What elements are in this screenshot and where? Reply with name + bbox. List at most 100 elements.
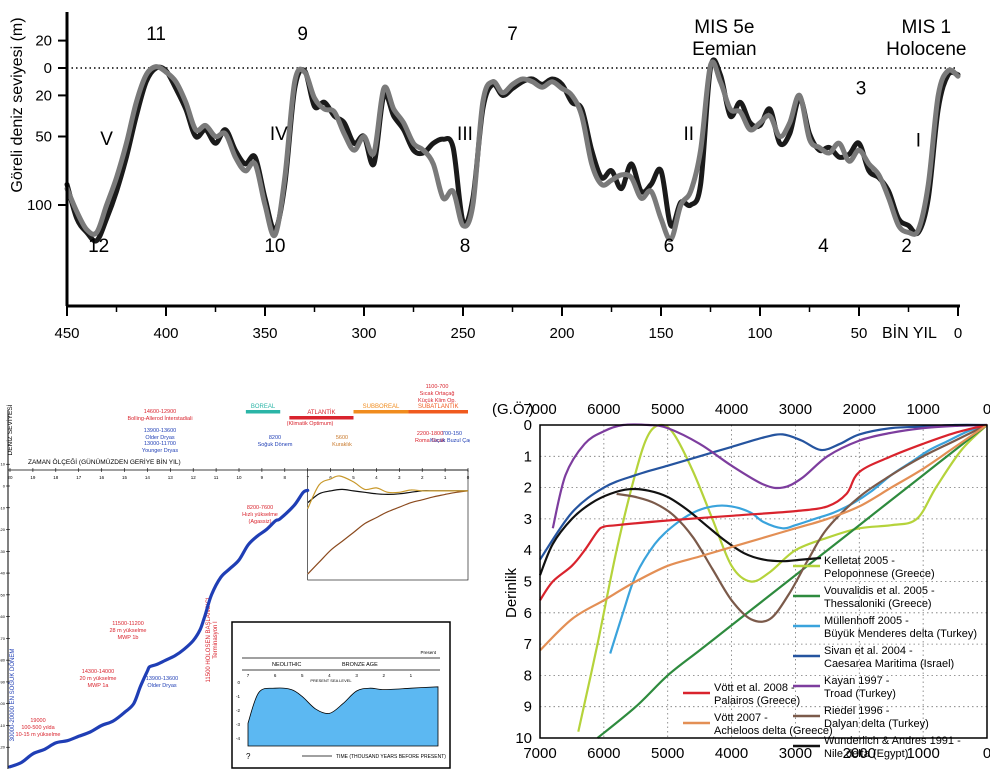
stage-label: 6: [664, 236, 675, 257]
top-x-tick-label: 250: [450, 325, 475, 342]
inset-time-label: TIME (THOUSAND YEARS BEFORE PRESENT): [336, 754, 446, 760]
br-legend-label: Nile delta (Egypt): [824, 748, 908, 760]
br-y-tick-label: 6: [524, 605, 532, 622]
bl-y-axis-label: DENİZ SEVİYESİ: [5, 404, 14, 455]
bl-detail-panel: [307, 469, 469, 581]
annotation-line: 28 m yükselme: [110, 628, 147, 634]
annotation-line: 14300-14000: [82, 669, 114, 675]
annotation-line: 13900-13600: [146, 676, 178, 682]
br-legend-label: Acheloos delta (Greece): [714, 725, 833, 737]
bl-y-tick-label: -20: [0, 527, 6, 532]
br-series-3: [609, 423, 988, 654]
annotation-line: 700-150: [442, 431, 462, 437]
stage-label: V: [100, 129, 113, 150]
br-series-6: [616, 424, 988, 623]
holocene-sea-level-chart: 20191817161514131211109876543210100-10-2…: [0, 384, 470, 769]
br-top-x-tick-label: 1000: [906, 401, 939, 418]
br-series-5: [551, 423, 988, 529]
annotation-line: 13900-13600: [144, 428, 176, 434]
bl-x-tick-label: 12: [191, 475, 197, 480]
annotation-line: Bolling-Allerod İnterstadiali: [127, 415, 192, 422]
bl-x-tick-label: 14: [145, 475, 151, 480]
bl-y-tick-label: -100: [0, 701, 6, 706]
annotation-line: MWP 1b: [118, 635, 139, 641]
stage-label: 8: [460, 236, 471, 257]
mediterranean-depth-chart: 7000700060006000500050004000400030003000…: [492, 400, 990, 762]
stage-label: II: [683, 124, 694, 145]
annotation-holocene-start: 11500 HOLOSEN BAŞLANGICI Terminasyon I: [206, 597, 219, 682]
bl-x-tick-label: 2: [421, 475, 424, 480]
period-bar-label: SUBBOREAL: [363, 404, 400, 410]
br-legend-label: Kayan 1997 -: [824, 675, 890, 687]
br-top-x-tick-label: 5000: [651, 401, 684, 418]
br-legend-label: Büyük Menderes delta (Turkey): [824, 628, 977, 640]
bl-x-tick-label: 18: [53, 475, 59, 480]
period-bar: [245, 410, 281, 414]
br-y-tick-label: 9: [524, 699, 532, 716]
annotation-line: 11500-11200: [112, 621, 144, 627]
br-legend-label: Dalyan delta (Turkey): [824, 718, 929, 730]
top-x-tick-label: 350: [252, 325, 277, 342]
annotation-line: 20 m yükselme: [80, 676, 117, 682]
br-y-tick-label: 10: [515, 730, 532, 747]
br-y-tick-label: 5: [524, 574, 532, 591]
stage-label: IV: [270, 124, 288, 145]
annotation-line: Sıcak Ortaçağ: [420, 391, 455, 397]
inset-present-level-label: PRESENT SEA LEVEL: [310, 678, 352, 683]
br-series-2: [596, 424, 988, 739]
period-bar: [353, 410, 409, 414]
annotation-line: 2200-1800: [417, 431, 443, 437]
br-y-tick-label: 4: [524, 542, 532, 559]
top-x-tick-label: 300: [351, 325, 376, 342]
annotation-line: (Klimatik Optimum): [287, 421, 334, 427]
bl-y-tick-label: -90: [0, 679, 6, 684]
inset-x-tick-label: 3: [355, 673, 358, 678]
annotation-line: 14600-12900: [144, 409, 176, 415]
inset-x-tick-label: 4: [328, 673, 331, 678]
bl-x-tick-label: 6: [329, 475, 332, 480]
br-legend-label: Riedel 1996 -: [824, 705, 890, 717]
bl-x-tick-label: 10: [236, 475, 242, 480]
br-y-tick-label: 1: [524, 448, 532, 465]
br-bottom-x-tick-label: 0: [983, 745, 990, 762]
annotation-line: Older Dryas: [145, 435, 175, 441]
period-bar-label: SUBATLANTİK: [418, 403, 459, 410]
br-plot-frame: [539, 424, 988, 739]
bl-y-tick-label: -60: [0, 614, 6, 619]
period-bar: [289, 416, 354, 420]
bl-y-tick-label: -80: [0, 658, 6, 663]
sea-level-series-2: [64, 59, 961, 242]
annotation-line: 100-500 yılda: [21, 725, 55, 731]
bl-y-tick-label: -30: [0, 549, 6, 554]
bl-x-tick-label: 9: [261, 475, 264, 480]
inset-x-tick-label: 6: [274, 673, 277, 678]
inset-sea-level-area: [247, 686, 439, 747]
bl-y-tick-label: -110: [0, 723, 6, 728]
br-y-tick-label: 8: [524, 667, 532, 684]
bl-y-tick-label: 10: [1, 462, 6, 467]
bl-x-axis-title: ZAMAN ÖLÇEĞİ (GÜNÜMÜZDEN GERİYE BİN YIL): [28, 457, 181, 466]
br-top-x-tick-label: 4000: [715, 401, 748, 418]
top-x-tick-label: 200: [549, 325, 574, 342]
annotation-line: (Agassiz): [249, 519, 272, 525]
bl-x-tick-label: 5: [352, 475, 355, 480]
annotation-line: 8200: [269, 435, 281, 441]
annotation-line: Hızlı yükselme: [242, 512, 278, 518]
bl-x-tick-label: 17: [76, 475, 82, 480]
annotation: (Klimatik Optimum): [287, 421, 334, 427]
annotation-line: Terminasyon I: [213, 621, 219, 659]
bl-y-tick-label: -70: [0, 636, 6, 641]
stage-label: Holocene: [886, 39, 966, 60]
inset-x-tick-label: 5: [301, 673, 304, 678]
bl-x-tick-label: 19: [30, 475, 36, 480]
detail-curve-2: [307, 490, 469, 575]
stage-label: 10: [264, 236, 285, 257]
bl-y-tick-label: -120: [0, 745, 6, 750]
br-top-x-tick-label: 2000: [843, 401, 876, 418]
bl-x-tick-label: 11: [214, 475, 219, 480]
bl-y-tick-label: -50: [0, 592, 6, 597]
